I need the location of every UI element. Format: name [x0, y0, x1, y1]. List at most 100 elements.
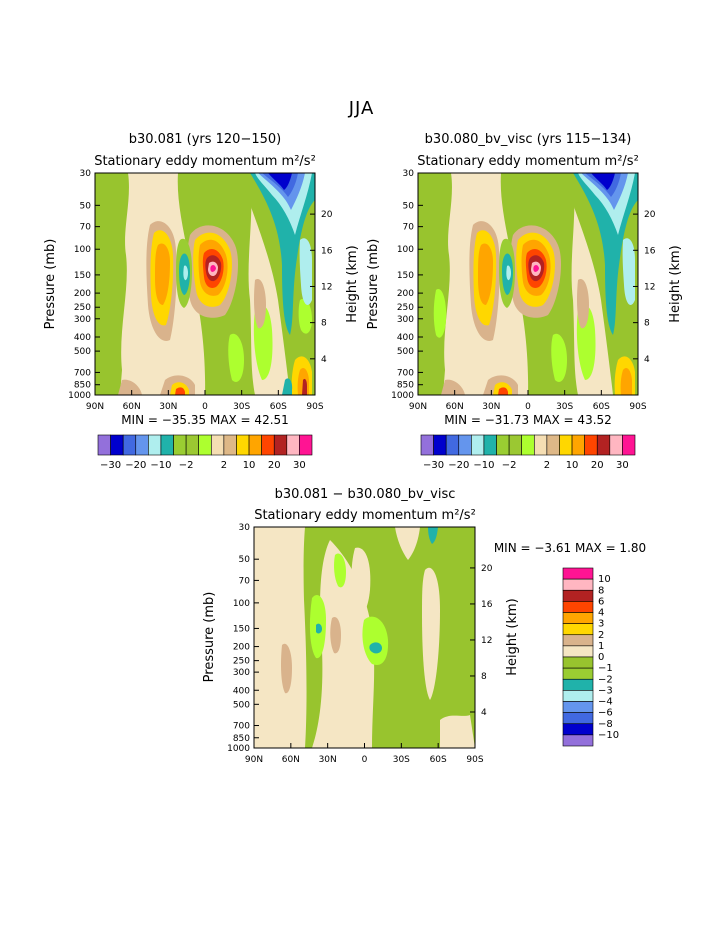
- colorbar-cell: [562, 634, 594, 647]
- x-tick-label: 90S: [629, 402, 646, 412]
- height-tick-label: 16: [644, 246, 656, 256]
- colorbar-label: 20: [591, 460, 604, 471]
- colorbar-cell: [122, 434, 137, 456]
- y-tick-label: 100: [397, 245, 414, 255]
- panel-1-height-label: Height (km): [345, 245, 360, 322]
- panel-1-subtitle: Stationary eddy momentum m²/s²: [94, 154, 316, 169]
- colorbar-cell: [471, 434, 485, 456]
- x-tick-label: 0: [202, 402, 208, 412]
- y-tick-label: 300: [74, 315, 91, 325]
- panel-1-contours: [95, 173, 315, 395]
- height-tick-label: 20: [321, 210, 333, 220]
- colorbar-cell: [562, 712, 594, 725]
- x-tick-label: 60N: [282, 755, 300, 765]
- height-tick-label: 8: [321, 319, 327, 329]
- y-tick-label: 400: [74, 333, 91, 343]
- panel-3-pressure-label: Pressure (mb): [202, 592, 217, 683]
- x-tick-label: 30N: [159, 402, 177, 412]
- colorbar-cell: [562, 589, 594, 602]
- colorbar-cell: [562, 656, 594, 669]
- panel-2-pressure-label: Pressure (mb): [366, 239, 381, 330]
- panel-3: b30.081 − b30.080_bv_visc Stationary edd…: [202, 487, 646, 765]
- y-tick-label: 400: [233, 686, 250, 696]
- y-tick-label: 250: [233, 657, 250, 667]
- colorbar-cell: [299, 434, 313, 456]
- colorbar-cell: [562, 645, 594, 658]
- y-tick-label: 850: [74, 381, 91, 391]
- colorbar-cell: [596, 434, 611, 456]
- colorbar-cell: [609, 434, 623, 456]
- colorbar-cell: [559, 434, 573, 456]
- height-tick-label: 16: [321, 246, 333, 256]
- panel-2-height-label: Height (km): [668, 245, 683, 322]
- colorbar-cell: [483, 434, 497, 456]
- x-tick-label: 60N: [123, 402, 141, 412]
- colorbar-label: 2: [221, 460, 227, 471]
- y-tick-label: 50: [239, 555, 251, 565]
- colorbar-cell: [533, 434, 548, 456]
- colorbar-cell: [97, 434, 111, 456]
- x-tick-label: 30N: [482, 402, 500, 412]
- panel-1-colorbar: −30 −20 −10 −2 2 10 20 30: [97, 434, 313, 471]
- colorbar-label: 8: [598, 585, 604, 596]
- colorbar-cell: [562, 678, 594, 691]
- y-tick-label: 700: [397, 368, 414, 378]
- x-tick-label: 90N: [409, 402, 427, 412]
- colorbar-label: 10: [243, 460, 256, 471]
- y-tick-label: 150: [233, 624, 250, 634]
- colorbar-cell: [521, 434, 535, 456]
- colorbar-cell: [546, 434, 560, 456]
- y-tick-label: 200: [233, 643, 250, 653]
- x-tick-label: 90N: [86, 402, 104, 412]
- colorbar-cell: [248, 434, 262, 456]
- colorbar-cell: [508, 434, 523, 456]
- colorbar-cell: [622, 434, 636, 456]
- colorbar-cell: [210, 434, 225, 456]
- colorbar-label: −2: [598, 674, 613, 685]
- y-tick-label: 700: [74, 368, 91, 378]
- colorbar-label: 0: [598, 652, 604, 663]
- colorbar-cell: [458, 434, 472, 456]
- colorbar-label: 2: [544, 460, 550, 471]
- colorbar-cell: [562, 567, 594, 580]
- panel-1: b30.081 (yrs 120−150) Stationary eddy mo…: [43, 132, 360, 471]
- y-tick-label: 500: [233, 700, 250, 710]
- colorbar-label: 10: [566, 460, 579, 471]
- colorbar-cell: [185, 434, 200, 456]
- height-tick-label: 4: [644, 355, 650, 365]
- y-tick-label: 100: [74, 245, 91, 255]
- colorbar-cell: [110, 434, 124, 456]
- colorbar-label: −20: [448, 460, 469, 471]
- colorbar-cell: [562, 601, 594, 613]
- colorbar-label: −1: [598, 663, 613, 674]
- height-tick-label: 12: [644, 282, 655, 292]
- y-tick-label: 50: [403, 201, 415, 211]
- colorbar-label: 10: [598, 574, 611, 585]
- colorbar-cell: [261, 434, 275, 456]
- height-tick-label: 4: [481, 708, 487, 718]
- colorbar-cell: [198, 434, 212, 456]
- y-tick-label: 50: [80, 201, 92, 211]
- colorbar-label: −30: [423, 460, 444, 471]
- y-tick-label: 400: [397, 333, 414, 343]
- x-tick-label: 0: [525, 402, 531, 412]
- colorbar-cell: [433, 434, 447, 456]
- y-tick-label: 150: [397, 271, 414, 281]
- x-tick-label: 30N: [319, 755, 337, 765]
- panel-2-colorbar: −30 −20 −10 −2 2 10 20 30: [420, 434, 636, 471]
- colorbar-label: −10: [598, 730, 619, 741]
- panel-2-subtitle: Stationary eddy momentum m²/s²: [417, 154, 639, 169]
- x-tick-label: 90N: [245, 755, 263, 765]
- panel-1-title: b30.081 (yrs 120−150): [129, 132, 281, 147]
- panel-3-height-label: Height (km): [505, 598, 520, 675]
- page-title: JJA: [348, 98, 375, 119]
- panel-2-title: b30.080_bv_visc (yrs 115−134): [425, 132, 632, 147]
- y-tick-label: 150: [74, 271, 91, 281]
- colorbar-label: −30: [100, 460, 121, 471]
- x-tick-label: 60S: [430, 755, 447, 765]
- height-tick-label: 20: [644, 210, 656, 220]
- colorbar-cell: [445, 434, 460, 456]
- y-tick-label: 1000: [227, 744, 250, 754]
- colorbar-label: −2: [502, 460, 517, 471]
